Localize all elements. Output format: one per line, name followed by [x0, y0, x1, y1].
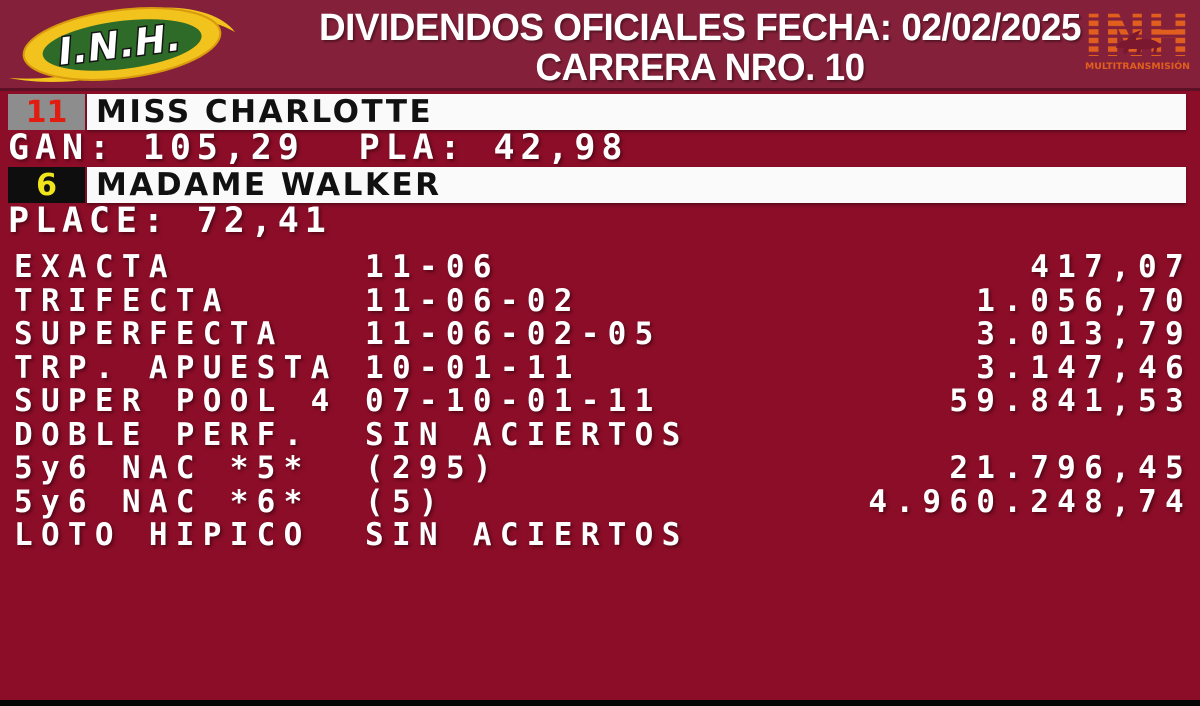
combination-value: 11-06 [365, 249, 500, 285]
combination-value: SIN ACIERTOS [365, 416, 689, 453]
payout-line-place: PLACE: 72,41 [8, 201, 332, 241]
amount-value: 4.960.248,74 [868, 483, 1192, 520]
bet-type-label: TRP. APUESTA [14, 349, 338, 386]
table-row: LOTO HIPICO SIN ACIERTOS [0, 517, 1200, 553]
horse-number: 11 [25, 94, 68, 130]
page-title: DIVIDENDOS OFICIALES FECHA: 02/02/2025 C… [244, 7, 1156, 87]
inh-logo: I.N.H. [9, 7, 235, 82]
watermark-subtext: MULTITRANSMISIÓN [1085, 60, 1190, 72]
table-row: SUPERFECTA 11-06-02-05 3.013,79 [0, 316, 1200, 352]
header: I.N.H. DIVIDENDOS OFICIALES FECHA: 02/02… [0, 0, 1200, 91]
combination-value: 07-10-01-11 [365, 383, 662, 419]
bet-type-label: DOBLE PERF. [14, 416, 311, 453]
horse-name: MISS CHARLOTTE [96, 94, 434, 130]
horse-number-badge-11: 11 [8, 94, 85, 130]
bottom-black-bar [0, 700, 1200, 706]
amount-value: 21.796,45 [949, 450, 1192, 486]
amount-value: 417,07 [1030, 249, 1192, 285]
table-row: TRIFECTA 11-06-02 1.056,70 [0, 282, 1200, 319]
horse-number: 6 [36, 167, 57, 203]
combination-value: 10-01-11 [365, 349, 581, 386]
dividends-table: EXACTA 11-06 417,07 TRIFECTA 11-06-02 1.… [0, 249, 1200, 553]
horse-number-badge-6: 6 [8, 167, 85, 203]
horse-name-bar: MADAME WALKER [87, 167, 1186, 203]
combination-value: SIN ACIERTOS [365, 517, 689, 553]
combination-value: (295) [365, 450, 500, 486]
table-row: SUPER POOL 4 07-10-01-11 59.841,53 [0, 383, 1200, 419]
title-race-line: CARRERA NRO. 10 [535, 47, 865, 89]
horse-silhouette-icon [1116, 30, 1161, 55]
bet-type-label: 5y6 NAC *5* [14, 450, 311, 486]
amount-value: 3.013,79 [976, 316, 1192, 352]
bet-type-label: EXACTA [14, 249, 176, 285]
bet-type-label: LOTO HIPICO [14, 517, 311, 553]
table-row: TRP. APUESTA 10-01-11 3.147,46 [0, 349, 1200, 386]
inh-multitransmision-logo: INH MULTITRANSMISIÓN [1084, 12, 1190, 72]
table-row: DOBLE PERF. SIN ACIERTOS [0, 416, 1200, 453]
table-row: 5y6 NAC *6* (5) 4.960.248,74 [0, 483, 1200, 520]
bet-type-label: 5y6 NAC *6* [14, 483, 311, 520]
bet-type-label: TRIFECTA [14, 282, 230, 319]
title-date-line: DIVIDENDOS OFICIALES FECHA: 02/02/2025 [319, 7, 1081, 49]
payout-line-win-place: GAN: 105,29 PLA: 42,98 [8, 128, 629, 168]
bet-type-label: SUPERFECTA [14, 316, 284, 352]
amount-value: 1.056,70 [976, 282, 1192, 319]
amount-value: 3.147,46 [976, 349, 1192, 386]
bet-type-label: SUPER POOL 4 [14, 383, 338, 419]
horse-name-bar: MISS CHARLOTTE [87, 94, 1186, 130]
combination-value: (5) [365, 483, 446, 520]
table-row: EXACTA 11-06 417,07 [0, 249, 1200, 285]
table-row: 5y6 NAC *5* (295) 21.796,45 [0, 450, 1200, 486]
combination-value: 11-06-02-05 [365, 316, 662, 352]
combination-value: 11-06-02 [365, 282, 581, 319]
horse-name: MADAME WALKER [96, 167, 442, 203]
amount-value: 59.841,53 [949, 383, 1192, 419]
